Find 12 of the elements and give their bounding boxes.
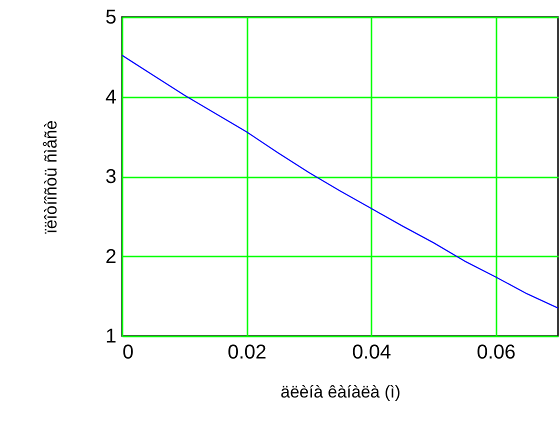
x-tick-label: 0.02	[228, 342, 267, 364]
x-tick-label: 0.04	[352, 342, 392, 364]
y-tick-label: 1	[105, 326, 116, 348]
y-axis-title: ïëîòíîñòü ñìåñè	[41, 120, 60, 234]
y-tick-label: 4	[105, 86, 116, 108]
x-tick-label: 0.06	[476, 342, 516, 364]
y-tick-label: 3	[105, 166, 116, 188]
line-series	[122, 54, 558, 309]
x-tick-label: 0	[122, 342, 134, 364]
x-axis-title: äëèíà êàíàëà (ì)	[280, 382, 401, 402]
y-tick-label: 5	[105, 6, 116, 28]
y-tick-label: 2	[105, 246, 116, 268]
